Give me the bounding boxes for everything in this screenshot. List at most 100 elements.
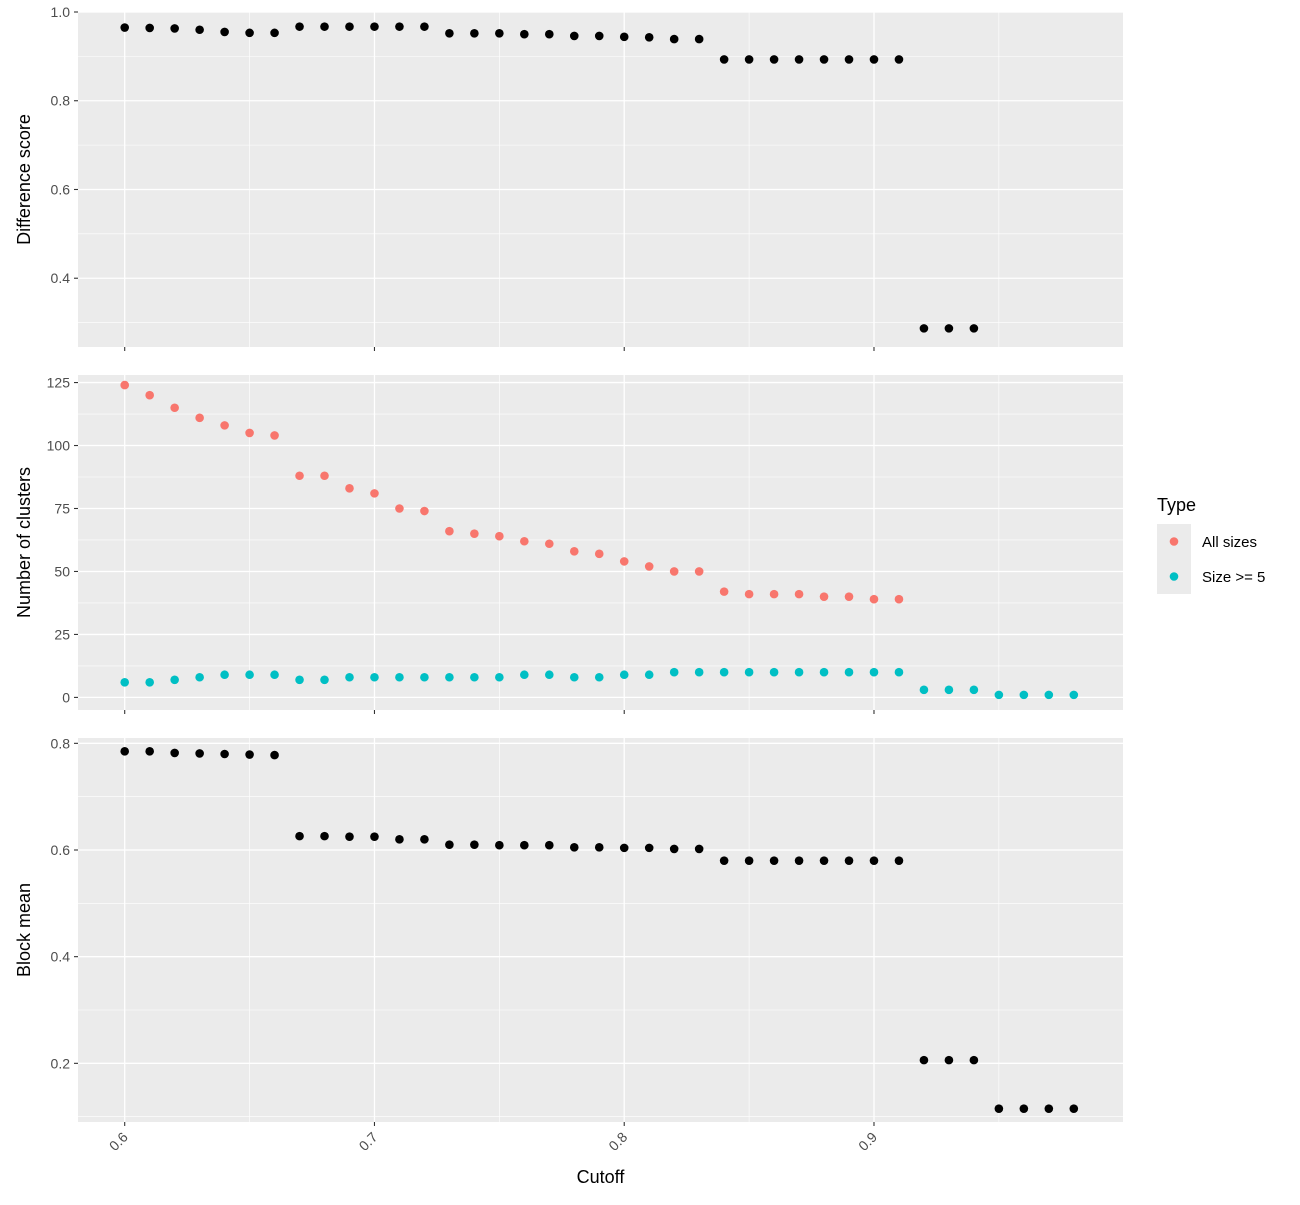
data-point [420,835,429,844]
data-point [769,667,779,677]
data-point [345,484,354,493]
data-point [145,390,154,400]
data-point [320,471,329,481]
data-point [220,421,229,430]
panel-background [78,12,1123,347]
data-point [320,675,329,685]
data-point [295,471,304,481]
data-point [170,748,179,758]
data-point [320,22,329,31]
data-point [944,1055,954,1065]
data-point [569,31,579,41]
y-tick-label: 125 [47,375,71,391]
data-point [544,840,554,850]
data-point [844,592,854,601]
data-point [994,1104,1004,1113]
data-point [594,843,604,852]
data-point [370,672,379,682]
data-point [769,856,779,865]
data-point [470,672,479,682]
data-point [1069,1104,1079,1113]
data-point [420,22,429,31]
data-point [719,856,729,865]
data-point [345,832,354,841]
data-point [819,592,829,601]
data-point [869,856,879,865]
data-point [495,28,504,38]
data-point [445,672,454,682]
data-point [644,562,654,571]
data-point [994,690,1004,700]
data-point [694,667,704,677]
data-point [120,23,130,32]
data-point [894,55,904,64]
data-point [669,34,679,44]
data-point [569,672,579,682]
data-point [495,840,504,850]
data-point [345,672,354,682]
data-point [569,547,579,556]
data-point [245,428,254,438]
data-point [644,32,654,42]
data-point [769,589,779,599]
series-1 [120,747,1079,1113]
data-point [644,670,654,680]
data-point [1044,690,1054,700]
data-point [744,589,754,599]
data-point [445,28,454,38]
data-point [594,672,604,682]
data-point [245,670,254,680]
data-point [295,675,304,685]
data-point [495,672,504,682]
data-point [794,589,804,599]
data-point [245,750,254,759]
data-point [445,526,454,536]
x-tick-label: 0.6 [106,1129,131,1154]
data-point [395,672,404,682]
legend-title: Type [1157,495,1196,515]
series-2 [120,667,1079,700]
panel-background [78,738,1123,1122]
y-tick-label: 0.6 [51,181,71,197]
data-point [819,667,829,677]
data-point [894,856,904,865]
data-point [170,675,179,685]
y-axis-title: Difference score [14,114,34,245]
x-tick-label: 0.8 [605,1129,630,1154]
data-point [619,843,629,853]
data-point [120,747,130,756]
data-point [894,667,904,677]
data-point [1019,1104,1029,1113]
data-point [719,587,729,596]
data-point [794,667,804,677]
data-point [195,672,204,682]
x-tick-label: 0.9 [855,1129,880,1154]
data-point [694,34,704,44]
panel-3: 0.2 0.4 0.6 0.8 Block mean [14,735,1123,1126]
data-point [694,567,704,576]
data-point [370,832,379,841]
legend-label: Size >= 5 [1202,569,1265,586]
x-axis-title: Cutoff [577,1167,626,1187]
y-tick-label: 0.6 [51,842,71,858]
x-tick-label: 0.7 [356,1129,381,1154]
y-tick-label: 0.4 [51,949,71,965]
y-tick-label: 0 [62,689,70,705]
panel-1: 0.4 0.6 0.8 1.0 Difference score [14,4,1123,351]
data-point [470,529,479,538]
data-point [320,831,329,841]
legend-entry: All sizes [1157,524,1257,559]
data-point [270,750,279,760]
data-point [844,667,854,677]
data-point [819,856,829,865]
panel-2: 0 25 50 75 100 125 Number of clusters [14,375,1123,714]
data-point [744,856,754,865]
data-point [520,840,529,850]
data-point [470,28,479,38]
data-point [919,1055,929,1065]
data-point [619,670,629,680]
data-point [594,549,604,559]
data-point [520,670,529,680]
